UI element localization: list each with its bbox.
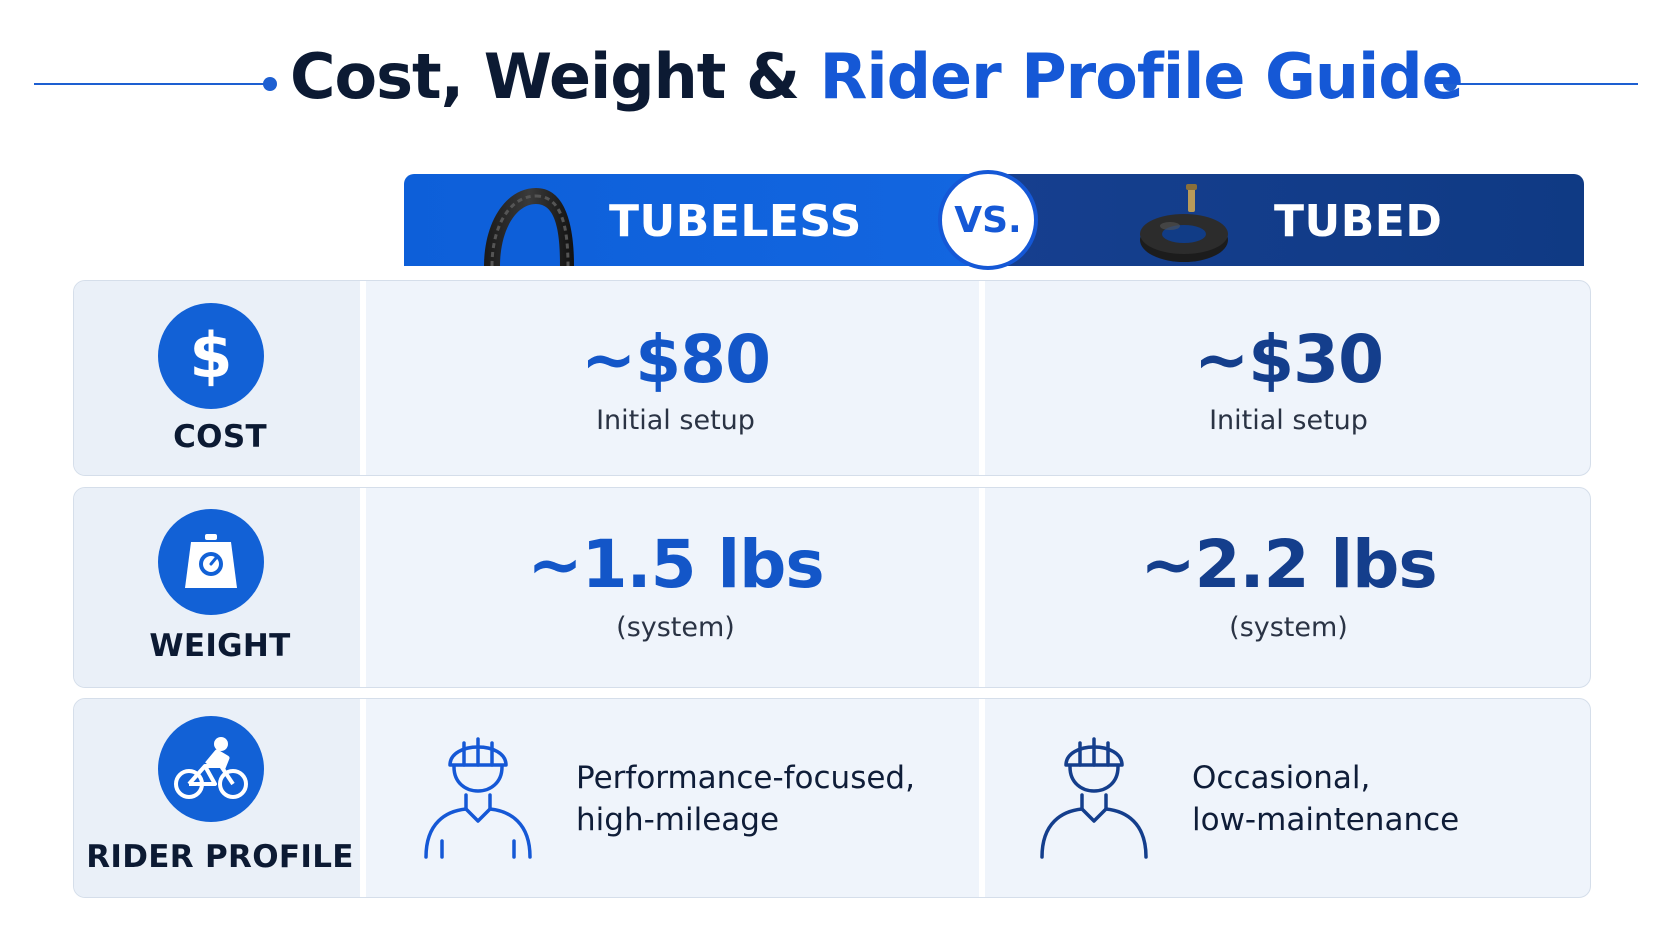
header-tubed-bg bbox=[990, 174, 1584, 266]
row-cost: $ COST ~$80 Initial setup ~$30 Initial s… bbox=[73, 280, 1591, 476]
vs-badge: VS. bbox=[938, 170, 1038, 270]
row-divider bbox=[979, 488, 985, 687]
cost-tubed-value: ~$30 bbox=[1193, 321, 1384, 398]
page-title-part1: Cost, Weight & bbox=[290, 40, 820, 113]
title-dot-left bbox=[263, 77, 277, 91]
cost-tubeless-note: Initial setup bbox=[596, 405, 755, 436]
page-title: Cost, Weight & Rider Profile Guide bbox=[290, 40, 1464, 113]
weight-tubed-note: (system) bbox=[1229, 612, 1348, 643]
row-weight: WEIGHT ~1.5 lbs (system) ~2.2 lbs (syste… bbox=[73, 487, 1591, 688]
rider-tubeless-description: Performance-focused, high-mileage bbox=[576, 757, 915, 841]
rider-tubeless-line1: Performance-focused, bbox=[576, 760, 915, 796]
cost-tubeless-value: ~$80 bbox=[580, 321, 771, 398]
helmet-person-icon bbox=[1040, 737, 1148, 859]
column-header-tubed: TUBED bbox=[1274, 196, 1443, 247]
title-dot-right bbox=[1443, 77, 1457, 91]
title-rule-left bbox=[34, 83, 270, 85]
row-label-weight: WEIGHT bbox=[149, 628, 291, 664]
row-divider bbox=[979, 281, 985, 475]
scale-icon bbox=[158, 509, 264, 615]
helmet-person-icon bbox=[424, 737, 532, 859]
weight-tubeless-value: ~1.5 lbs bbox=[527, 526, 824, 603]
rider-tubed-description: Occasional, low-maintenance bbox=[1192, 757, 1459, 841]
row-rider-profile: RIDER PROFILE Performance-focused, high-… bbox=[73, 698, 1591, 898]
tire-icon bbox=[484, 188, 574, 266]
weight-tubeless-note: (system) bbox=[616, 612, 735, 643]
row-label-rider-profile: RIDER PROFILE bbox=[86, 839, 354, 875]
row-divider bbox=[979, 699, 985, 897]
cyclist-icon bbox=[158, 716, 264, 822]
comparison-header: TUBELESS TUBED bbox=[404, 174, 1584, 266]
page-title-part2: Rider Profile Guide bbox=[819, 40, 1464, 113]
svg-text:$: $ bbox=[189, 321, 232, 391]
title-rule-right bbox=[1452, 83, 1638, 85]
dollar-icon: $ bbox=[158, 303, 264, 409]
cost-tubed-note: Initial setup bbox=[1209, 405, 1368, 436]
rider-tubeless-line2: high-mileage bbox=[576, 802, 780, 838]
inner-tube-icon bbox=[1140, 184, 1228, 262]
row-label-cost: COST bbox=[173, 419, 267, 455]
rider-tubed-line1: Occasional, bbox=[1192, 760, 1371, 796]
column-header-tubeless: TUBELESS bbox=[609, 196, 862, 247]
weight-tubed-value: ~2.2 lbs bbox=[1140, 526, 1437, 603]
rider-tubed-line2: low-maintenance bbox=[1192, 802, 1460, 838]
